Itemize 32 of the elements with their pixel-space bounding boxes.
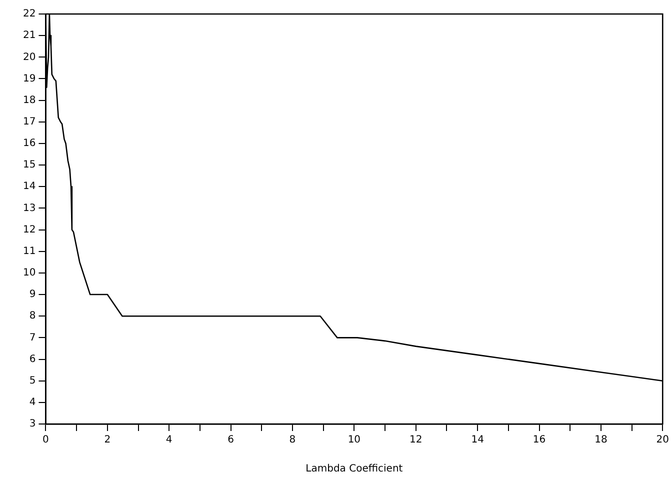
x-tick-label: 6 (228, 434, 234, 446)
y-tick-label: 10 (22, 268, 36, 279)
y-tick-label: 12 (22, 224, 36, 236)
x-tick-label: 2 (104, 434, 111, 446)
y-tick-label: 17 (22, 116, 36, 128)
x-tick-label: 4 (166, 434, 172, 446)
x-tick-label: 16 (532, 434, 546, 446)
x-tick-label: 18 (594, 434, 608, 446)
y-tick-label: 5 (29, 375, 36, 386)
y-tick-label: 9 (29, 289, 36, 300)
x-tick-label: 20 (656, 434, 670, 446)
y-tick-label: 3 (29, 418, 36, 430)
x-tick-label: 14 (471, 434, 484, 446)
y-tick-label: 4 (29, 397, 36, 408)
y-tick-label: 11 (22, 246, 36, 257)
y-tick-label: 15 (22, 160, 36, 171)
y-tick-label: 16 (22, 138, 36, 150)
y-tick-label: 13 (22, 202, 36, 214)
y-tick-label: 19 (22, 73, 36, 84)
y-tick-label: 14 (22, 181, 36, 192)
x-tick-label: 12 (410, 434, 422, 446)
y-tick-label: 7 (29, 332, 36, 344)
x-tick-label: 0 (42, 434, 49, 446)
y-tick-label: 18 (22, 94, 36, 106)
y-tick-label: 6 (29, 354, 36, 365)
x-tick-label: 8 (289, 434, 296, 446)
y-tick-label: 20 (22, 52, 36, 63)
y-tick-label: 22 (22, 8, 36, 20)
x-tick-label: 10 (348, 434, 361, 446)
y-tick-label: 21 (22, 30, 36, 42)
x-axis-title: Lambda Coefficient (306, 464, 403, 475)
y-tick-label: 8 (29, 310, 36, 322)
